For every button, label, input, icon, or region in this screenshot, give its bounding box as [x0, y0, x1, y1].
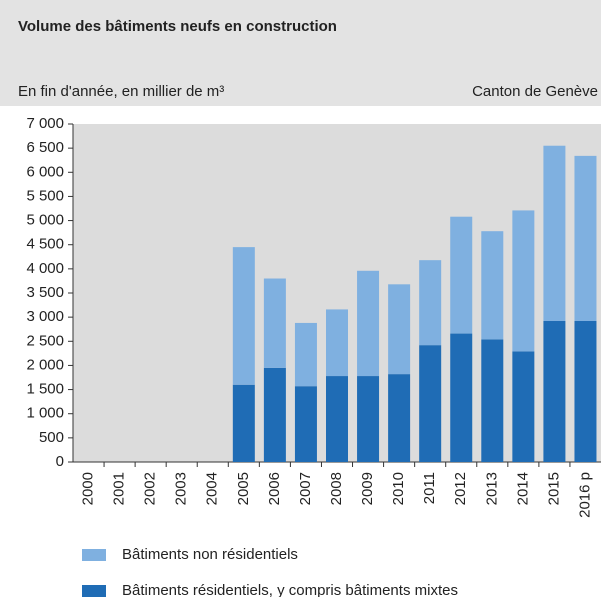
y-tick-label: 3 500 [26, 284, 64, 301]
chart-title: Volume des bâtiments neufs en constructi… [18, 18, 337, 35]
bar [450, 333, 473, 462]
y-tick-label: 1 500 [26, 381, 64, 398]
bar [574, 155, 597, 322]
x-tick-label: 2015 [545, 472, 562, 505]
x-tick-label: 2005 [235, 472, 252, 505]
bar [357, 270, 380, 377]
legend-label: Bâtiments résidentiels, y compris bâtime… [122, 582, 458, 597]
y-tick-label: 5 500 [26, 187, 64, 204]
bar [232, 384, 255, 462]
bar [388, 284, 411, 375]
x-tick-label: 2010 [390, 472, 407, 505]
y-tick-label: 6 500 [26, 139, 64, 156]
x-tick-label: 2006 [266, 472, 283, 505]
x-tick-label: 2009 [359, 472, 376, 505]
bar [512, 351, 535, 462]
y-tick-label: 0 [56, 453, 64, 470]
bar [512, 210, 535, 352]
bar [481, 231, 504, 340]
bar [574, 321, 597, 462]
x-tick-label: 2002 [142, 472, 159, 505]
bar [294, 386, 317, 462]
y-tick-label: 4 000 [26, 260, 64, 277]
y-tick-label: 500 [39, 429, 64, 446]
bar [419, 345, 442, 462]
bar [326, 309, 348, 377]
bar [232, 247, 255, 385]
x-tick-label: 2004 [204, 472, 221, 505]
legend-swatch [82, 549, 106, 561]
header-bg [0, 0, 601, 106]
bar [481, 339, 504, 462]
y-tick-label: 2 000 [26, 356, 64, 373]
bar [263, 367, 286, 462]
legend-swatch [82, 585, 106, 597]
bar [263, 278, 286, 368]
x-tick-label: 2003 [173, 472, 190, 505]
x-tick-label: 2008 [328, 472, 345, 505]
y-tick-label: 5 000 [26, 212, 64, 229]
x-tick-label: 2016 p [576, 472, 593, 518]
x-tick-label: 2012 [452, 472, 469, 505]
bar [543, 145, 566, 322]
bar [543, 321, 566, 462]
x-tick-label: 2000 [79, 472, 96, 505]
y-tick-label: 2 500 [26, 332, 64, 349]
y-tick-label: 1 000 [26, 405, 64, 422]
y-tick-label: 3 000 [26, 308, 64, 325]
y-tick-label: 4 500 [26, 236, 64, 253]
bar [419, 260, 442, 346]
bar [357, 376, 380, 462]
x-tick-label: 2011 [421, 472, 438, 504]
bar [388, 374, 411, 462]
bar [326, 376, 348, 462]
bar [294, 322, 317, 387]
bar [450, 216, 473, 334]
y-tick-label: 7 000 [26, 115, 64, 132]
x-tick-label: 2001 [111, 472, 128, 505]
source: Canton de Genève [472, 83, 598, 100]
x-tick-label: 2013 [483, 472, 500, 505]
subtitle: En fin d'année, en millier de m³ [18, 83, 224, 100]
x-tick-label: 2007 [297, 472, 314, 505]
x-tick-label: 2014 [514, 472, 531, 505]
y-tick-label: 6 000 [26, 163, 64, 180]
legend-label: Bâtiments non résidentiels [122, 546, 298, 563]
